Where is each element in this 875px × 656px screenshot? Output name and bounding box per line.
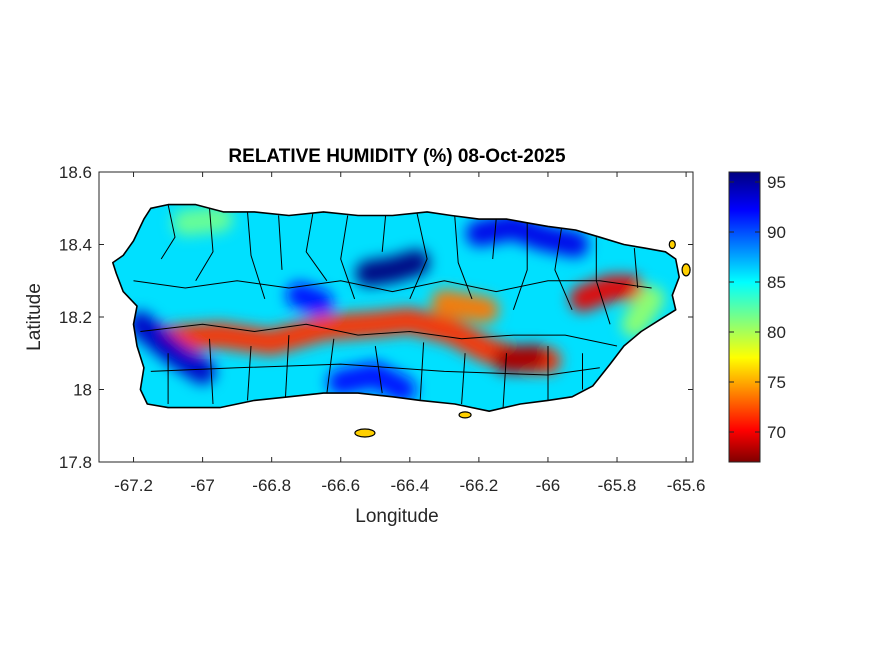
colorbar-tick-label: 75 — [767, 373, 786, 392]
x-tick-label: -66.6 — [321, 476, 360, 495]
x-tick-label: -66.2 — [460, 476, 499, 495]
boundary-line-17 — [209, 338, 214, 405]
feature-west-dry-spot — [286, 282, 333, 316]
boundary-line-1 — [195, 208, 214, 282]
boundary-line-5 — [340, 215, 356, 300]
feature-interior-humid-spot — [431, 289, 499, 323]
colorbar-tick-label: 85 — [767, 273, 786, 292]
boundary-line-27 — [150, 363, 600, 376]
boundary-line-8 — [454, 215, 473, 300]
boundary-line-18 — [247, 345, 252, 401]
x-tick-label: -66 — [536, 476, 561, 495]
colorbar — [728, 171, 761, 463]
feature-northwest-moist-spot — [172, 206, 233, 236]
y-tick-label: 18 — [73, 381, 92, 400]
boundary-line-6 — [381, 215, 387, 252]
colorbar-ticks: 70 75 80 85 90 95 — [729, 173, 786, 442]
humidity-field — [112, 204, 680, 412]
y-tick-label: 18.4 — [59, 236, 92, 255]
islet-1 — [458, 411, 472, 419]
boundary-line-9 — [492, 219, 497, 260]
boundary-line-3 — [278, 215, 283, 270]
feature-caguas-humid-core — [493, 343, 548, 374]
colorbar-tick-label: 70 — [767, 423, 786, 442]
x-tick-label: -67 — [190, 476, 215, 495]
y-tick-label: 18.2 — [59, 308, 92, 327]
boundary-line-7 — [409, 211, 428, 300]
x-tick-label: -66.4 — [390, 476, 429, 495]
feature-east-moist-zone — [621, 285, 665, 338]
islet-0 — [354, 428, 376, 438]
island-coastline — [112, 203, 680, 412]
boundary-line-24 — [502, 353, 507, 408]
boundary-line-11 — [554, 226, 573, 310]
feature-southwest-dry-zone — [127, 311, 216, 385]
feature-north-central-dry-core — [355, 249, 430, 287]
boundary-line-23 — [461, 353, 466, 405]
feature-northeast-humid-core — [569, 275, 644, 312]
x-tick-label: -67.2 — [114, 476, 153, 495]
y-tick-label: 18.6 — [59, 163, 92, 182]
islet-2 — [681, 263, 691, 277]
feature-south-coast-dry-zone — [327, 362, 416, 403]
x-axis: -67.2 -67 -66.8 -66.6 -66.4 -66.2 -66 -65.8 -65.… — [114, 172, 705, 495]
colorbar-tick-label: 90 — [767, 223, 786, 242]
chart-title: RELATIVE HUMIDITY (%) 08-Oct-2025 — [228, 146, 566, 167]
colorbar-tick-label: 80 — [767, 323, 786, 342]
boundary-line-13 — [633, 248, 639, 289]
x-axis-label: Longitude — [355, 506, 438, 527]
x-tick-label: -66.8 — [252, 476, 291, 495]
x-tick-label: -65.8 — [598, 476, 637, 495]
y-axis: 17.8 18 18.2 18.4 18.6 — [59, 163, 693, 472]
boundary-line-10 — [512, 222, 528, 310]
boundary-line-22 — [419, 342, 425, 401]
boundary-line-20 — [326, 338, 335, 394]
y-tick-label: 17.8 — [59, 453, 92, 472]
islet-3 — [668, 239, 676, 250]
boundary-line-0 — [160, 204, 176, 260]
boundary-line-4 — [305, 211, 328, 282]
small-islets — [354, 239, 691, 438]
boundary-line-21 — [374, 345, 383, 394]
y-axis-label: Latitude — [24, 283, 45, 351]
municipality-boundaries — [133, 204, 652, 408]
x-tick-label: -65.6 — [667, 476, 706, 495]
boundary-line-15 — [140, 323, 618, 347]
boundary-line-14 — [133, 280, 652, 293]
colorbar-tick-label: 95 — [767, 173, 786, 192]
